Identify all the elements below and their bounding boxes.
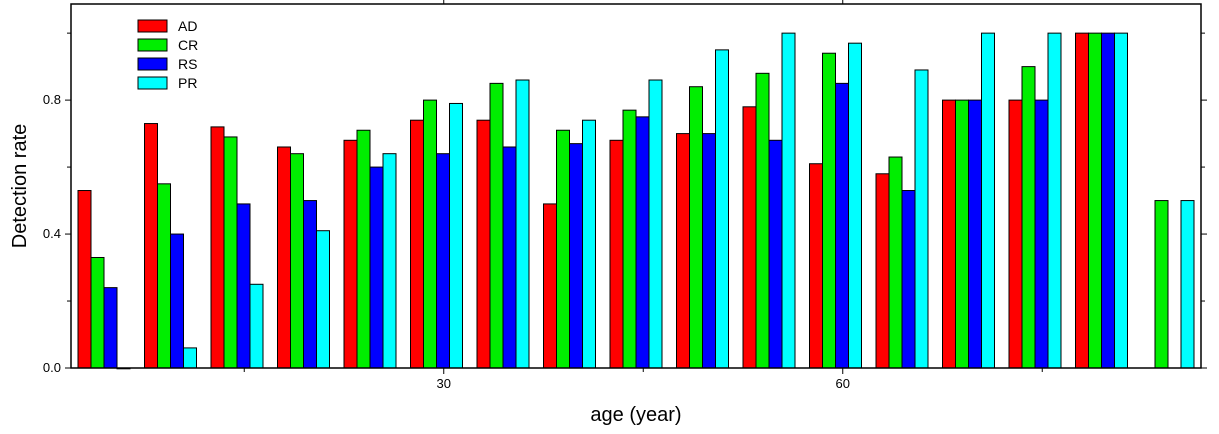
bar-ad-2 [210, 126, 225, 369]
bar-ad-14 [1008, 99, 1023, 369]
bar-cr-2 [223, 136, 238, 369]
bar-ad-8 [609, 139, 624, 369]
bar-ad-4 [343, 139, 358, 369]
bar-pr-14 [1047, 32, 1062, 369]
bar-rs-5 [436, 153, 450, 369]
bar-ad-0 [77, 190, 92, 369]
bar-pr-4 [382, 153, 397, 369]
x-axis-title: age (year) [590, 404, 681, 426]
legend-swatch-pr [137, 76, 168, 90]
bar-rs-8 [635, 116, 650, 369]
bar-rs-6 [502, 146, 517, 369]
bar-ad-10 [742, 106, 757, 369]
bar-rs-4 [369, 166, 384, 369]
y-tick-label: 0.4 [43, 226, 61, 241]
bar-rs-7 [569, 143, 583, 369]
plot-frame [70, 3, 1202, 369]
bar-pr-12 [914, 69, 929, 369]
bar-pr-1 [183, 347, 197, 369]
bar-pr-15 [1114, 32, 1128, 369]
bar-ad-9 [676, 133, 690, 369]
legend-label-rs: RS [178, 56, 197, 72]
bar-rs-15 [1101, 32, 1115, 369]
bar-cr-6 [489, 82, 504, 369]
bar-ad-15 [1075, 32, 1089, 369]
bar-pr-11 [848, 42, 862, 369]
bar-ad-7 [543, 203, 557, 369]
bar-pr-8 [648, 79, 663, 369]
bar-cr-8 [622, 109, 637, 369]
x-tick-label: 30 [437, 376, 451, 391]
legend-label-pr: PR [178, 75, 197, 91]
bar-ad-1 [144, 123, 158, 369]
y-axis-title: Detection rate [9, 124, 31, 249]
bar-pr-6 [515, 79, 530, 369]
bar-rs-13 [968, 99, 982, 369]
bar-cr-9 [689, 86, 703, 369]
bar-rs-1 [170, 233, 184, 369]
bar-ad-5 [410, 119, 424, 369]
bar-cr-0 [90, 256, 105, 369]
bar-pr-13 [981, 32, 995, 369]
y-tick-label: 0.0 [43, 360, 61, 375]
bar-rs-3 [303, 200, 317, 369]
bar-pr-2 [249, 283, 264, 369]
bar-ad-12 [875, 173, 890, 369]
bar-pr-16 [1180, 200, 1195, 369]
legend-swatch-cr [137, 38, 168, 52]
bar-ad-11 [809, 163, 823, 369]
bar-cr-5 [423, 99, 437, 369]
bar-rs-9 [702, 133, 716, 369]
bar-cr-10 [755, 72, 770, 369]
bar-rs-14 [1034, 99, 1049, 369]
x-tick-label: 60 [836, 376, 850, 391]
bar-pr-7 [582, 119, 596, 369]
bar-rs-0 [103, 287, 118, 369]
legend: AD CR RS PR [137, 18, 198, 91]
bar-pr-3 [316, 230, 330, 369]
y-tick-label: 0.8 [43, 92, 61, 107]
bar-cr-7 [556, 129, 570, 369]
bar-rs-12 [901, 190, 916, 369]
axes-layer: 0.0 0.4 0.8 30 60 [43, 0, 1207, 391]
bar-rs-11 [835, 82, 849, 369]
bar-pr-10 [781, 32, 796, 369]
bar-ad-6 [476, 119, 491, 369]
legend-label-cr: CR [178, 37, 198, 53]
bar-pr-9 [715, 49, 729, 369]
bar-cr-15 [1088, 32, 1102, 369]
bar-ad-13 [942, 99, 956, 369]
bar-cr-16 [1154, 200, 1169, 369]
legend-label-ad: AD [178, 18, 197, 34]
legend-swatch-rs [137, 57, 168, 71]
bar-ad-3 [277, 146, 291, 369]
bar-cr-11 [822, 52, 836, 369]
legend-swatch-ad [137, 19, 168, 33]
bar-cr-1 [157, 183, 171, 369]
bar-cr-14 [1021, 66, 1036, 369]
bar-cr-3 [290, 153, 304, 369]
bar-cr-4 [356, 129, 371, 369]
bar-rs-2 [236, 203, 251, 369]
bar-cr-13 [955, 99, 969, 369]
bar-cr-12 [888, 156, 903, 369]
bar-pr-5 [449, 102, 463, 369]
bars-layer [77, 32, 1195, 370]
bar-rs-10 [768, 139, 783, 369]
